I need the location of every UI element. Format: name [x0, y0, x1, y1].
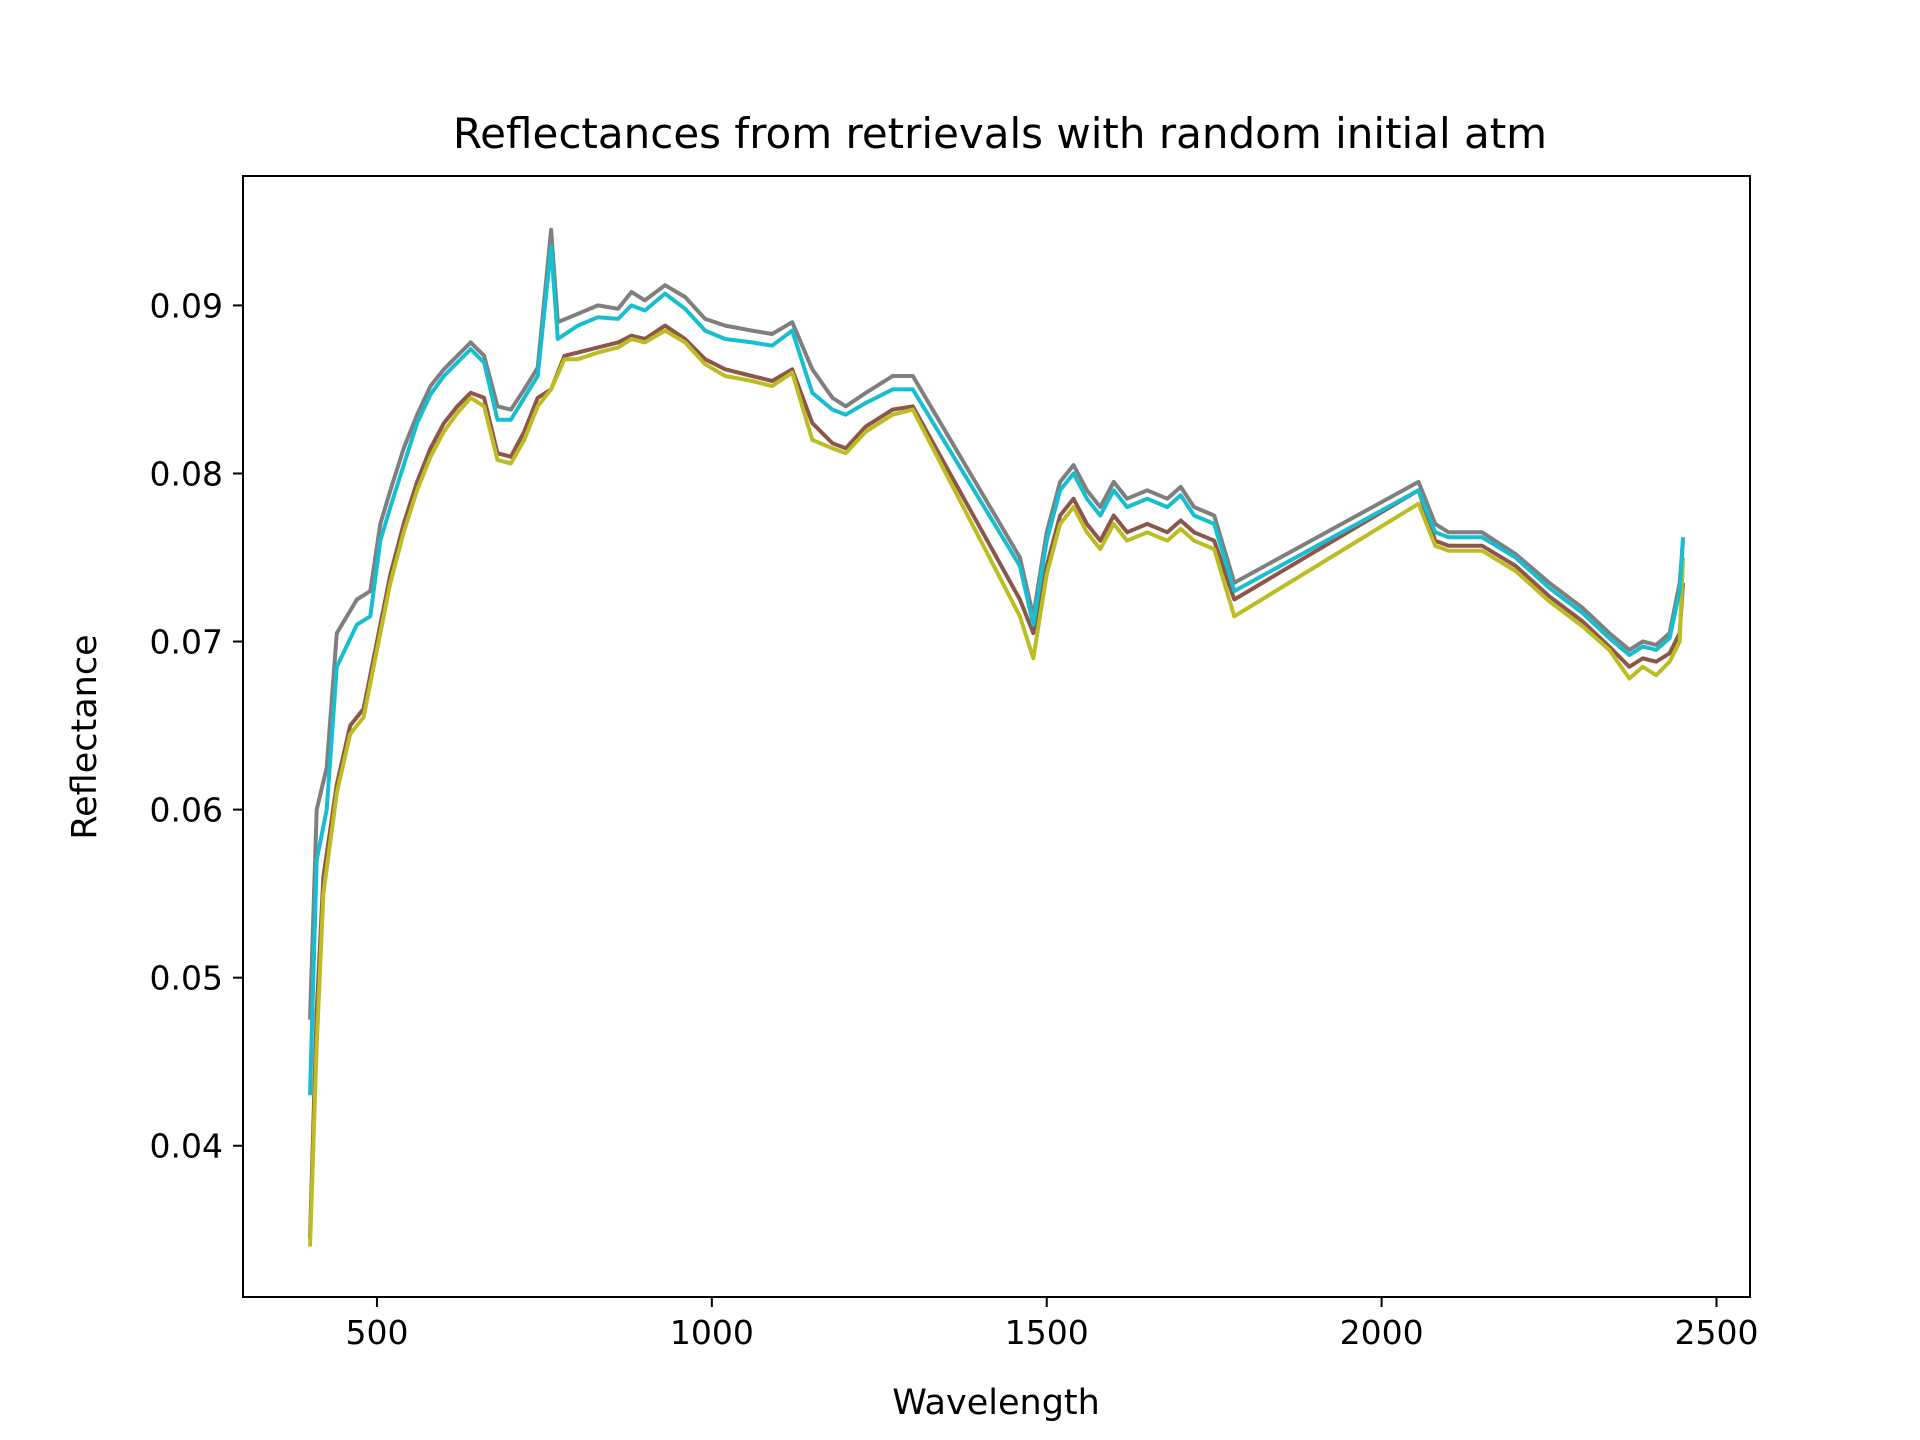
x-tick-label: 1000 — [670, 1313, 754, 1352]
x-axis-ticks: 500 1000 1500 2000 2500 — [345, 1297, 1759, 1352]
series-line-4 — [308, 244, 1685, 1096]
y-tick-label: 0.04 — [150, 1127, 223, 1166]
x-tick-label: 1500 — [1005, 1313, 1089, 1352]
y-tick-label: 0.08 — [150, 454, 223, 493]
y-tick-label: 0.09 — [150, 286, 223, 325]
series-line-2 — [308, 323, 1685, 1239]
plot-area-frame — [242, 175, 1751, 1298]
chart-title: Reflectances from retrievals with random… — [453, 109, 1547, 158]
x-tick-label: 2000 — [1340, 1313, 1424, 1352]
x-tick-label: 500 — [345, 1313, 408, 1352]
x-axis-label: Wavelength — [892, 1383, 1100, 1423]
series-line-1 — [308, 227, 1685, 1020]
series-layer — [308, 227, 1685, 1247]
x-tick-label: 2500 — [1675, 1313, 1759, 1352]
series-line-3 — [308, 328, 1685, 1247]
y-axis-label: Reflectance — [65, 634, 105, 839]
y-tick-label: 0.05 — [150, 959, 223, 998]
y-axis-ticks: 0.04 0.05 0.06 0.07 0.08 0.09 — [150, 286, 243, 1166]
y-tick-label: 0.07 — [150, 623, 223, 662]
y-tick-label: 0.06 — [150, 791, 223, 830]
